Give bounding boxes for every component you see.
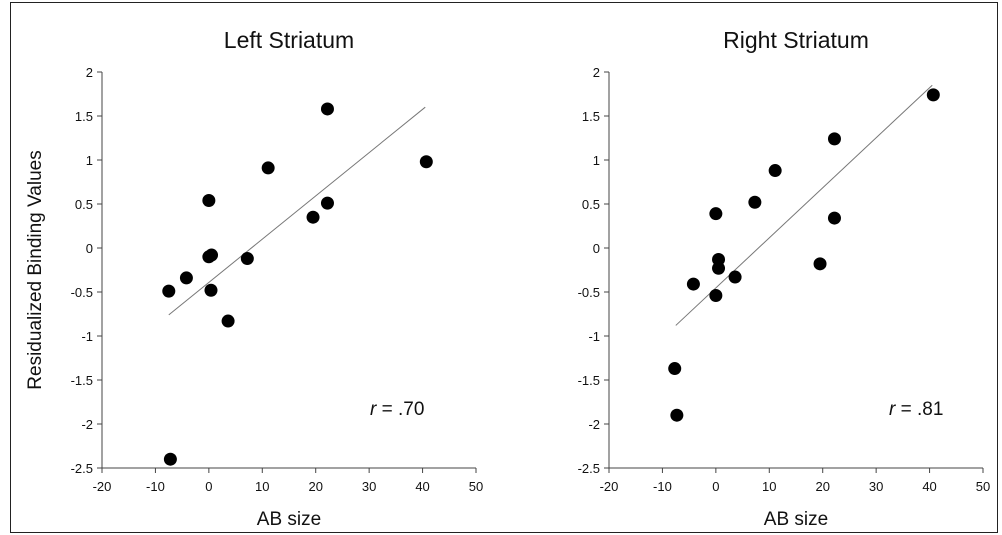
panel-1-x-tick-label: 30 — [362, 479, 376, 494]
panel-1-r-symbol: r — [370, 399, 377, 420]
panel-2-x-tick-label: 50 — [976, 479, 990, 494]
panel-2-data-point-6 — [712, 252, 726, 266]
panel-1-data-point-4 — [202, 193, 216, 207]
panel-1-y-tick-label: 1 — [86, 153, 93, 168]
panel-2-y-tick-label: 0.5 — [582, 197, 600, 212]
panel-2-regression-line — [675, 84, 933, 326]
panel-2-y-tick-label: -1.5 — [578, 373, 600, 388]
panel-2-r-value: = .81 — [895, 399, 943, 420]
panel-1-data-point-10 — [261, 161, 275, 175]
panel-2-x-tick-label: 20 — [815, 479, 829, 494]
panel-1-y-tick-label: -1.5 — [71, 373, 93, 388]
panel-2-x-tick-label: 40 — [922, 479, 936, 494]
panel-2-data-point-12 — [827, 211, 841, 225]
panel-1-regression-line — [168, 106, 426, 316]
panel-1-y-axis-label: Residualized Binding Values — [25, 150, 46, 389]
panel-2-data-point-8 — [728, 270, 742, 284]
panel-2-data-point-4 — [709, 207, 723, 221]
panel-1-data-point-2 — [163, 452, 177, 466]
panel-2-y-tick-label: -2 — [588, 417, 600, 432]
panel-1-y-tick-label: -0.5 — [71, 285, 93, 300]
panel-2-data-point-1 — [668, 362, 682, 376]
panel-1-data-point-1 — [162, 284, 176, 298]
panel-2-y-tick-label: -1 — [588, 329, 600, 344]
panel-1-x-tick-label: -10 — [146, 479, 165, 494]
panel-2-y-tick-label: -0.5 — [578, 285, 600, 300]
panel-1-data-point-9 — [240, 252, 254, 266]
panel-2-data-point-7 — [709, 289, 723, 303]
panel-1-y-tick-label: -2 — [81, 417, 93, 432]
panel-2-x-tick-label: 0 — [712, 479, 719, 494]
panel-1-y-tick-label: 0.5 — [75, 197, 93, 212]
panel-1-y-tick-label: -1 — [81, 329, 93, 344]
panel-2-r-symbol: r — [889, 399, 896, 420]
panel-2-x-tick-label: 30 — [869, 479, 883, 494]
panel-2-data-point-11 — [813, 257, 827, 271]
panel-2-y-tick-label: 1.5 — [582, 109, 600, 124]
panel-2-y-tick-label: 1 — [593, 153, 600, 168]
panel-1-r-annotation: r = .70 — [370, 399, 424, 420]
panel-1-r-value: = .70 — [376, 399, 424, 420]
panel-2-x-axis-label: AB size — [764, 509, 828, 530]
figure-border — [10, 2, 998, 533]
panel-2-r-annotation: r = .81 — [889, 399, 943, 420]
panel-1-y-tick-label: 2 — [86, 65, 93, 80]
panel-1-x-tick-label: -20 — [93, 479, 112, 494]
panel-1-x-axis-label: AB size — [257, 509, 321, 530]
panel-2-data-point-14 — [926, 88, 940, 102]
panel-2-y-tick-label: -2.5 — [578, 461, 600, 476]
panel-2-x-tick-label: -10 — [653, 479, 672, 494]
panel-2-data-point-13 — [827, 132, 841, 146]
panel-2-data-point-9 — [748, 195, 762, 209]
panel-1-y-tick-label: 0 — [86, 241, 93, 256]
panel-1-y-tick-label: -2.5 — [71, 461, 93, 476]
panel-1-x-tick-label: 10 — [255, 479, 269, 494]
panel-1-x-tick-label: 20 — [308, 479, 322, 494]
panel-2-y-tick-label: 0 — [593, 241, 600, 256]
panel-2-data-point-2 — [670, 408, 684, 422]
panel-2-title: Right Striatum — [723, 27, 869, 53]
panel-2-x-tick-label: 10 — [762, 479, 776, 494]
panel-1-data-point-11 — [306, 210, 320, 224]
panel-1-x-tick-label: 50 — [469, 479, 483, 494]
panel-1-data-point-8 — [221, 314, 235, 328]
panel-2-x-tick-label: -20 — [600, 479, 619, 494]
panel-1-data-point-3 — [179, 271, 193, 285]
panel-1-data-point-7 — [204, 283, 218, 297]
panel-1-y-tick-label: 1.5 — [75, 109, 93, 124]
panel-1-data-point-6 — [205, 248, 219, 262]
panel-2-y-tick-label: 2 — [593, 65, 600, 80]
panel-1-title: Left Striatum — [224, 27, 354, 53]
panel-1-data-point-13 — [320, 102, 334, 116]
panel-1-x-tick-label: 40 — [415, 479, 429, 494]
panel-1-data-point-12 — [320, 196, 334, 210]
panel-2-data-point-10 — [768, 164, 782, 178]
panel-1-data-point-14 — [419, 155, 433, 169]
panel-1-x-tick-label: 0 — [205, 479, 212, 494]
panel-2-data-point-3 — [686, 277, 700, 291]
